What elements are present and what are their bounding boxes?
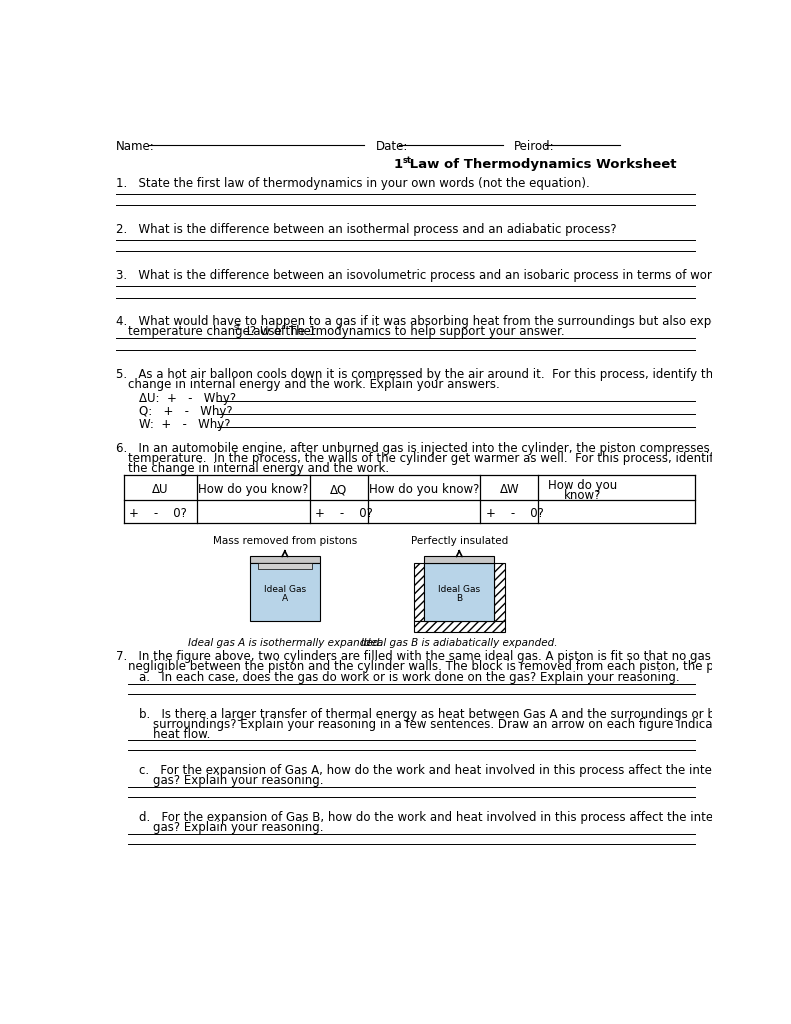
Text: gas? Explain your reasoning.: gas? Explain your reasoning. — [153, 821, 324, 835]
Text: ΔQ: ΔQ — [330, 483, 347, 497]
Text: B: B — [456, 594, 462, 603]
Text: Law of Thermodynamics to help support your answer.: Law of Thermodynamics to help support yo… — [243, 326, 565, 338]
Text: Ideal Gas: Ideal Gas — [264, 585, 306, 594]
Text: +    -    0?: + - 0? — [129, 507, 187, 520]
Text: How do you know?: How do you know? — [199, 483, 308, 497]
Text: Perfectly insulated: Perfectly insulated — [411, 537, 508, 547]
Text: 4.   What would have to happen to a gas if it was absorbing heat from the surrou: 4. What would have to happen to a gas if… — [116, 315, 791, 329]
Text: 1: 1 — [393, 159, 403, 171]
Text: ΔU: ΔU — [152, 483, 168, 497]
Text: Q:   +   -   Why?: Q: + - Why? — [139, 404, 237, 418]
Bar — [425, 563, 494, 622]
Text: Ideal Gas: Ideal Gas — [438, 585, 480, 594]
Text: st: st — [403, 156, 412, 165]
Text: know?: know? — [564, 488, 601, 502]
Bar — [494, 563, 505, 622]
Text: change in internal energy and the work. Explain your answers.: change in internal energy and the work. … — [128, 378, 500, 391]
Text: ΔW: ΔW — [499, 483, 519, 497]
Text: Mass removed from pistons: Mass removed from pistons — [213, 537, 357, 547]
Bar — [258, 563, 312, 569]
Text: b.   Is there a larger transfer of thermal energy as heat between Gas A and the : b. Is there a larger transfer of thermal… — [139, 708, 791, 721]
Bar — [250, 556, 320, 563]
Text: +    -    0?: + - 0? — [486, 507, 543, 520]
Text: gas? Explain your reasoning.: gas? Explain your reasoning. — [153, 774, 324, 787]
Bar — [414, 563, 425, 622]
Bar — [425, 556, 494, 563]
Text: W:  +   -   Why?: W: + - Why? — [139, 418, 234, 431]
Bar — [414, 622, 505, 632]
Text: heat flow.: heat flow. — [153, 728, 210, 741]
Text: Name:: Name: — [116, 140, 155, 153]
Text: Ideal gas A is isothermally expanded.: Ideal gas A is isothermally expanded. — [187, 638, 382, 648]
Text: 3.   What is the difference between an isovolumetric process and an isobaric pro: 3. What is the difference between an iso… — [116, 269, 725, 283]
Text: Law of Thermodynamics Worksheet: Law of Thermodynamics Worksheet — [405, 159, 676, 171]
Text: Peirod:: Peirod: — [514, 140, 555, 153]
Text: surroundings? Explain your reasoning in a few sentences. Draw an arrow on each f: surroundings? Explain your reasoning in … — [153, 718, 791, 731]
Text: ΔU:  +   -   Why?: ΔU: + - Why? — [139, 391, 240, 404]
Text: the change in internal energy and the work.: the change in internal energy and the wo… — [128, 463, 389, 475]
Bar — [250, 563, 320, 622]
Text: 7.   In the figure above, two cylinders are filled with the same ideal gas. A pi: 7. In the figure above, two cylinders ar… — [116, 650, 791, 664]
Text: 2.   What is the difference between an isothermal process and an adiabatic proce: 2. What is the difference between an iso… — [116, 223, 616, 236]
Text: 5.   As a hot air balloon cools down it is compressed by the air around it.  For: 5. As a hot air balloon cools down it is… — [116, 368, 791, 381]
Text: How do you: How do you — [548, 479, 618, 493]
Text: Date:: Date: — [376, 140, 408, 153]
Text: temperature.  In the process, the walls of the cylinder get warmer as well.  For: temperature. In the process, the walls o… — [128, 453, 791, 466]
Text: 6.   In an automobile engine, after unburned gas is injected into the cylinder, : 6. In an automobile engine, after unburn… — [116, 442, 791, 456]
Text: Ideal gas B is adiabatically expanded.: Ideal gas B is adiabatically expanded. — [361, 638, 558, 648]
Text: a.   In each case, does the gas do work or is work done on the gas? Explain your: a. In each case, does the gas do work or… — [139, 671, 679, 684]
Text: c.   For the expansion of Gas A, how do the work and heat involved in this proce: c. For the expansion of Gas A, how do th… — [139, 764, 791, 777]
Text: negligible between the piston and the cylinder walls. The block is removed from : negligible between the piston and the cy… — [128, 660, 791, 674]
Text: How do you know?: How do you know? — [369, 483, 479, 497]
Text: A: A — [282, 594, 288, 603]
Text: +    -    0?: + - 0? — [315, 507, 373, 520]
Text: temperature change? Use the 1: temperature change? Use the 1 — [128, 326, 316, 338]
Text: st: st — [234, 324, 241, 332]
Text: 1.   State the first law of thermodynamics in your own words (not the equation).: 1. State the first law of thermodynamics… — [116, 177, 589, 189]
Text: d.   For the expansion of Gas B, how do the work and heat involved in this proce: d. For the expansion of Gas B, how do th… — [139, 811, 791, 824]
